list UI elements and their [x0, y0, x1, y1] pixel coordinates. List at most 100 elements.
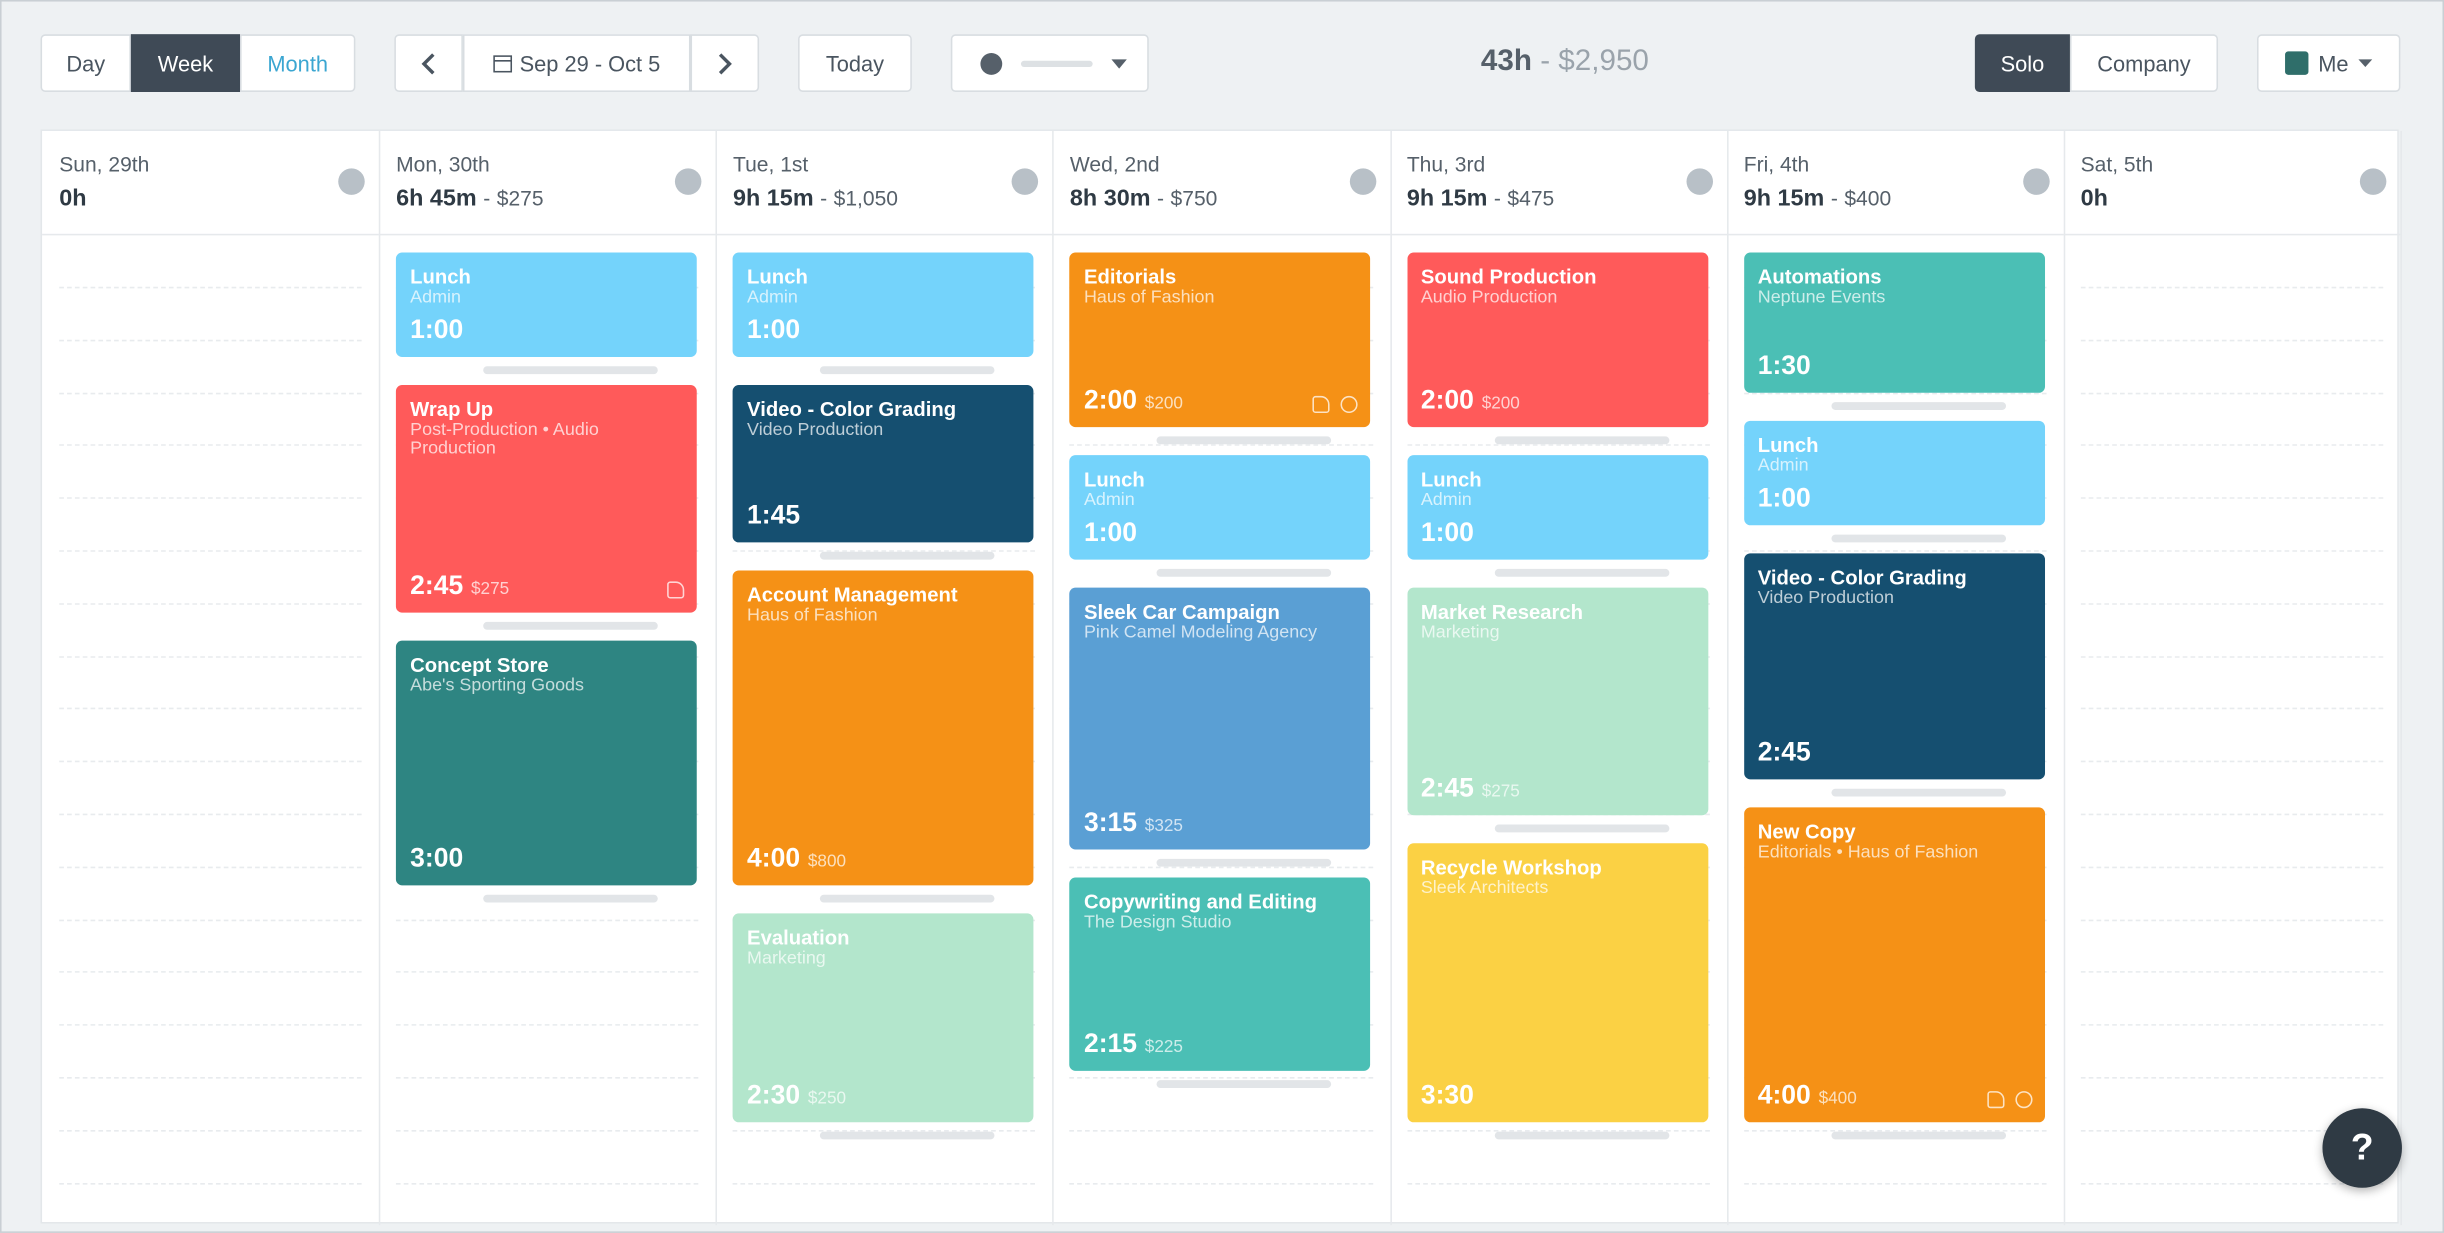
time-entry[interactable]: Lunch Admin 1:00 — [396, 252, 697, 357]
brain-icon — [1686, 168, 1713, 195]
entry-subtitle: Editorials • Haus of Fashion — [1757, 843, 1979, 863]
entry-title: Copywriting and Editing — [1083, 890, 1317, 914]
entry-duration-row: 3:30 — [1421, 1081, 1474, 1112]
time-entry[interactable]: Editorials Haus of Fashion 2:00 $200 — [1069, 252, 1371, 428]
entry-duration-row: 2:00 $200 — [1421, 385, 1520, 416]
next-week[interactable] — [690, 34, 760, 92]
day-amount: $400 — [1844, 187, 1892, 211]
entry-duration: 1:45 — [747, 499, 801, 530]
entry-duration-row: 3:15 $325 — [1084, 808, 1183, 839]
slot-line — [396, 1182, 699, 1184]
user-name: Me — [2318, 50, 2349, 76]
slot-line — [59, 286, 362, 289]
filter-dropdown[interactable] — [950, 34, 1149, 92]
time-entry[interactable]: Lunch Admin 1:00 — [733, 252, 1034, 357]
slot-line — [2080, 760, 2384, 763]
time-entry[interactable]: New Copy Editorials • Haus of Fashion 4:00… — [1743, 807, 2045, 1123]
slot-line — [59, 444, 362, 447]
entry-duration: 2:15 — [1083, 1027, 1137, 1058]
slot-line — [1406, 1182, 1710, 1184]
entry-subtitle: Haus of Fashion — [747, 605, 878, 625]
view-day[interactable]: Day — [40, 34, 131, 92]
entry-duration: 1:00 — [747, 314, 801, 345]
day-amount: $750 — [1170, 187, 1218, 211]
entry-subtitle: Marketing — [1420, 623, 1500, 643]
time-entry[interactable]: Wrap Up Post-Production • Audio Productio… — [396, 384, 697, 613]
day-total: 8h 30m - $750 — [1070, 185, 1217, 211]
entry-title: Video - Color Grading — [747, 397, 957, 421]
today-button[interactable]: Today — [798, 34, 912, 92]
slot-line — [1069, 866, 1373, 868]
entry-title: Automations — [1757, 264, 1882, 289]
time-entry[interactable]: Evaluation Marketing 2:30 $250 — [733, 913, 1034, 1123]
time-entry[interactable]: Automations Neptune Events 1:30 — [1743, 252, 2045, 393]
entry-duration-row: 3:00 — [410, 843, 463, 874]
entry-title: Lunch — [1757, 432, 1819, 456]
day-total: 9h 15m - $400 — [1744, 185, 1891, 211]
time-entry[interactable]: Copywriting and Editing The Design Studio… — [1069, 877, 1371, 1071]
time-entry[interactable]: Sleek Car Campaign Pink Camel Modeling Ag… — [1069, 587, 1371, 850]
drag-handle — [820, 551, 995, 560]
time-entry[interactable]: Recycle Workshop Sleek Architects 3:30 — [1406, 842, 1708, 1123]
mode-solo[interactable]: Solo — [1974, 34, 2070, 92]
day-total: 6h 45m - $275 — [396, 185, 543, 211]
time-entry[interactable]: Market Research Marketing 2:45 $275 — [1406, 587, 1708, 815]
user-menu[interactable]: Me — [2256, 34, 2401, 92]
slot-line — [59, 1182, 362, 1184]
entry-amount: $325 — [1144, 817, 1183, 836]
slot-line — [2080, 339, 2384, 342]
entry-title: Lunch — [1420, 467, 1482, 491]
entry-subtitle: Audio Production — [1420, 288, 1558, 308]
entry-subtitle: Haus of Fashion — [1083, 288, 1215, 308]
slot-line — [59, 339, 362, 342]
brain-icon — [2022, 168, 2050, 195]
entry-duration: 2:45 — [1420, 772, 1474, 803]
slot-line — [2080, 918, 2384, 921]
time-entry[interactable]: Lunch Admin 1:00 — [1406, 455, 1708, 560]
day-header: Wed, 2nd 8h 30m - $750 — [1052, 131, 1390, 236]
day-name: Fri, 4th — [1743, 152, 1810, 177]
entry-duration: 4:00 — [747, 842, 801, 873]
help-button[interactable]: ? — [2322, 1108, 2402, 1188]
view-week[interactable]: Week — [130, 34, 241, 92]
drag-handle — [1494, 824, 1669, 832]
day-amount: $1,050 — [833, 187, 899, 211]
day-column: Fri, 4th 9h 15m - $400 Automations Neptune … — [1726, 130, 2066, 1226]
slot-line — [59, 1024, 362, 1026]
entry-amount: $200 — [1481, 394, 1520, 414]
day-header: Tue, 1st 9h 15m - $1,050 — [715, 131, 1053, 236]
entry-title: Evaluation — [747, 925, 850, 949]
entry-duration: 1:30 — [1757, 349, 1811, 380]
day-total: 0h — [2081, 185, 2108, 211]
entry-duration: 1:00 — [1420, 517, 1474, 548]
entry-title: New Copy — [1757, 820, 1856, 844]
mode-company[interactable]: Company — [2069, 34, 2219, 92]
entry-duration-row: 1:45 — [747, 500, 800, 531]
day-amount: $275 — [496, 187, 544, 211]
week-grid: Sun, 29th 0h Mon, 30th 6h 45m - $275 Lunch Ad… — [40, 129, 2402, 1226]
view-month[interactable]: Month — [240, 34, 356, 92]
slot-line — [59, 918, 362, 921]
time-entry[interactable]: Video - Color Grading Video Production 1:4… — [733, 384, 1034, 543]
slot-line — [1406, 444, 1710, 447]
date-range[interactable]: Sep 29 - Oct 5 — [462, 34, 691, 92]
time-entry[interactable]: Sound Production Audio Production 2:00 $200 — [1406, 252, 1708, 428]
day-header: Mon, 30th 6h 45m - $275 — [378, 131, 716, 236]
entry-amount: $400 — [1818, 1089, 1857, 1109]
entry-duration-row: 2:45 $275 — [1421, 773, 1520, 804]
time-entry[interactable]: Lunch Admin 1:00 — [1069, 455, 1371, 560]
slot-line — [2080, 497, 2384, 500]
day-column: Sat, 5th 0h — [2063, 130, 2402, 1226]
prev-week[interactable] — [394, 34, 463, 92]
day-separator: - — [1493, 187, 1501, 211]
entry-title: Sleek Car Campaign — [1083, 600, 1280, 624]
entry-title: Lunch — [747, 264, 808, 289]
brain-icon — [338, 168, 365, 195]
time-entry[interactable]: Lunch Admin 1:00 — [1743, 420, 2045, 525]
time-entry[interactable]: Account Management Haus of Fashion 4:00 $80… — [733, 570, 1034, 885]
time-entry[interactable]: Concept Store Abe's Sporting Goods 3:00 — [396, 640, 697, 885]
day-column: Wed, 2nd 8h 30m - $750 Editorials Haus of F… — [1052, 130, 1392, 1226]
day-hours: 9h 15m — [1743, 185, 1825, 212]
time-entry[interactable]: Video - Color Grading Video Production 2:4… — [1743, 552, 2045, 780]
slot-line — [2080, 813, 2384, 816]
